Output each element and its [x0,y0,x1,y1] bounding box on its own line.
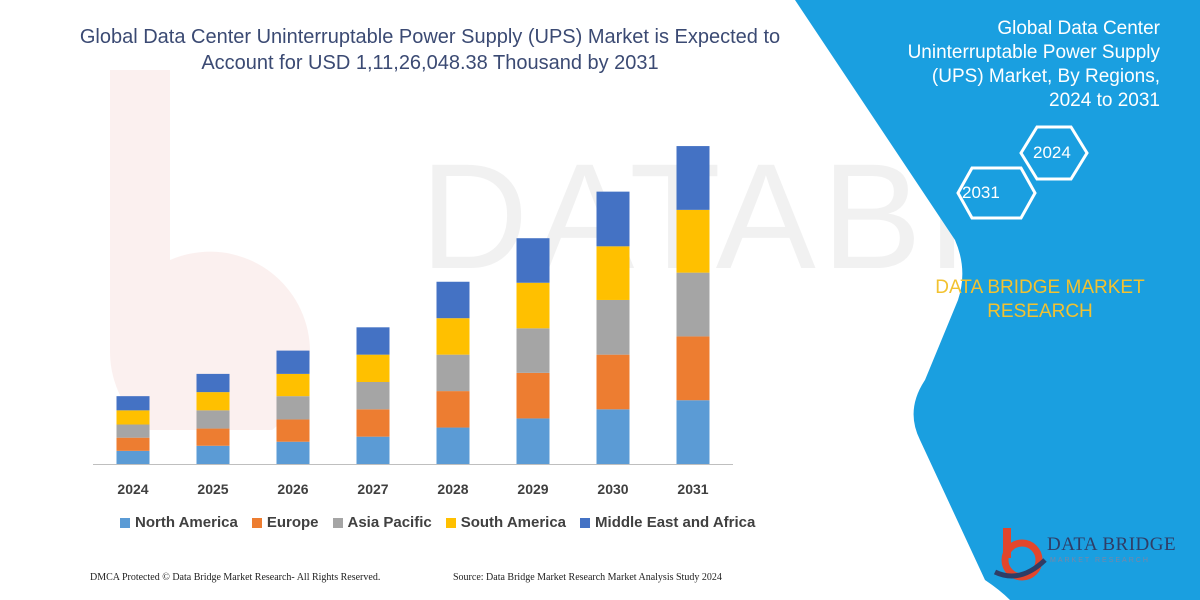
bar-segment-2029-middle-east-and-africa [516,238,550,283]
legend-swatch [580,517,591,528]
x-tick-label: 2026 [277,481,308,497]
bar-segment-2026-south-america [276,373,310,397]
bar-segment-2024-south-america [116,410,150,425]
x-tick-label: 2025 [197,481,228,497]
legend-item-south-america: South America [445,514,567,531]
legend-item-europe: Europe [251,514,319,531]
bar-segment-2026-asia-pacific [276,396,310,420]
x-tick-labels: 2024 2025 2026 2027 2028 2029 2030 2031 [117,481,708,497]
legend-item-middle-east-africa: Middle East and Africa [580,514,755,531]
bar-segment-2028-asia-pacific [436,354,470,392]
brand-text: DATA BRIDGE MARKET RESEARCH [935,277,1145,322]
hex-year-left: 2031 [962,183,1000,202]
x-tick-label: 2028 [437,481,468,497]
bar-segment-2030-asia-pacific [596,299,630,355]
legend-label: South America [460,514,567,531]
bar-segment-2026-middle-east-and-africa [276,350,310,374]
x-tick-label: 2031 [677,481,708,497]
bar-segment-2030-north-america [596,409,630,464]
bars-group [116,146,710,464]
legend-swatch [251,517,262,528]
bar-segment-2029-north-america [516,418,550,464]
bar-segment-2029-europe [516,372,550,419]
x-tick-label: 2027 [357,481,388,497]
logo-text: DATA BRIDGE [1047,534,1177,555]
legend-label: Middle East and Africa [595,514,756,531]
bar-segment-2029-south-america [516,282,550,329]
bar-segment-2025-south-america [196,392,230,411]
bar-segment-2031-europe [676,336,710,401]
legend-item-asia-pacific: Asia Pacific [332,514,432,531]
bar-segment-2027-north-america [356,436,390,464]
bar-segment-2031-north-america [676,400,710,464]
dmca-notice: DMCA Protected © Data Bridge Market Rese… [90,572,381,583]
legend-swatch [445,517,456,528]
bar-segment-2031-asia-pacific [676,272,710,337]
chart-title: Global Data Center Uninterruptable Power… [79,26,781,74]
bar-segment-2027-middle-east-and-africa [356,327,390,355]
bar-segment-2025-north-america [196,445,230,464]
legend-swatch [120,517,130,528]
legend-item-north-america: North America [120,514,238,531]
legend-label: North America [135,514,238,531]
bar-segment-2024-middle-east-and-africa [116,396,150,411]
legend-label: Asia Pacific [347,514,432,531]
bar-segment-2026-north-america [276,441,310,464]
bar-segment-2024-asia-pacific [116,424,150,438]
bar-segment-2029-asia-pacific [516,328,550,373]
bar-segment-2028-north-america [436,427,470,464]
bar-segment-2025-europe [196,428,230,446]
bar-segment-2025-middle-east-and-africa [196,373,230,393]
bar-segment-2030-middle-east-and-africa [596,191,630,247]
legend: North America Europe Asia Pacific South … [120,514,755,531]
bar-segment-2024-north-america [116,450,150,464]
hex-year-right: 2024 [1033,143,1071,162]
x-tick-label: 2024 [117,481,148,497]
bar-segment-2027-asia-pacific [356,381,390,410]
bar-segment-2028-south-america [436,318,470,355]
bar-segment-2030-south-america [596,246,630,300]
bar-segment-2031-south-america [676,209,710,273]
bar-segment-2025-asia-pacific [196,410,230,429]
bar-segment-2030-europe [596,354,630,410]
source-note: Source: Data Bridge Market Research Mark… [453,572,722,583]
x-tick-label: 2029 [517,481,548,497]
logo-subtext: MARKET RESEARCH [1050,557,1150,564]
bar-segment-2028-middle-east-and-africa [436,281,470,319]
bar-segment-2027-europe [356,409,390,437]
legend-label: Europe [266,514,319,531]
watermark-logo [109,70,310,430]
bar-segment-2031-middle-east-and-africa [676,146,710,210]
bar-segment-2024-europe [116,437,150,451]
bar-segment-2027-south-america [356,354,390,382]
x-tick-label: 2030 [597,481,628,497]
legend-swatch [332,517,343,528]
bar-segment-2028-europe [436,391,470,428]
panel-title: Global Data Center Uninterruptable Power… [907,18,1160,111]
bar-segment-2026-europe [276,419,310,442]
